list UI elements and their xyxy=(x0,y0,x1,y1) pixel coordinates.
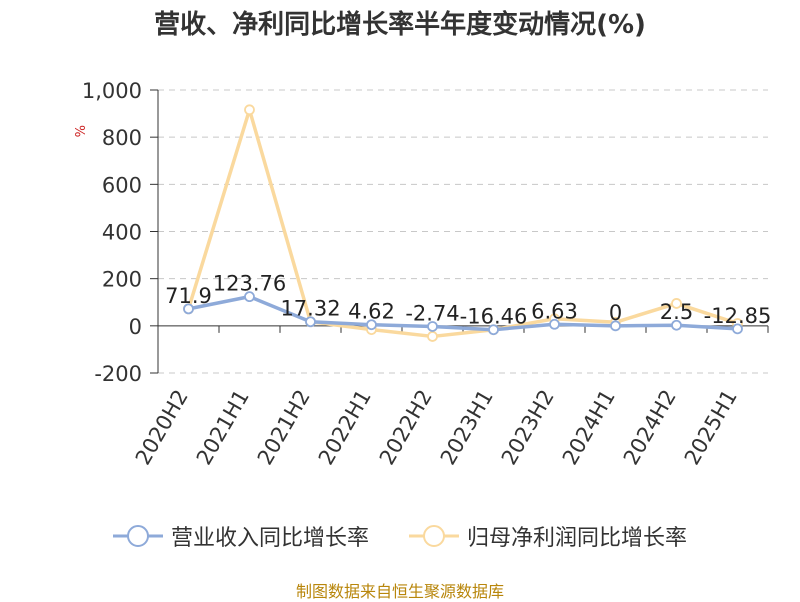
series-line-revenue xyxy=(188,294,738,332)
data-point-revenue xyxy=(366,319,377,331)
data-label-revenue: 4.62 xyxy=(348,300,395,324)
x-tick-label: 2024H1 xyxy=(558,386,620,470)
y-tick-label: -200 xyxy=(94,362,142,386)
data-point-revenue xyxy=(732,323,743,335)
x-tick-label: 2024H2 xyxy=(619,386,681,470)
x-tick-label: 2021H1 xyxy=(192,386,254,470)
x-tick-label: 2020H2 xyxy=(131,386,193,470)
data-point-revenue xyxy=(488,324,499,336)
data-label-revenue: -16.46 xyxy=(460,305,528,329)
data-point-revenue xyxy=(610,320,621,332)
data-label-revenue: 17.32 xyxy=(280,297,340,321)
y-tick-label: 0 xyxy=(129,315,142,339)
y-tick-label: 200 xyxy=(102,268,142,292)
data-point-net-profit xyxy=(244,104,255,116)
legend-label-revenue: 营业收入同比增长率 xyxy=(170,526,369,551)
data-point-net-profit xyxy=(427,331,438,342)
x-tick-label: 2022H1 xyxy=(314,386,376,470)
data-label-revenue: 71.9 xyxy=(165,284,212,308)
legend: 营业收入同比增长率 归母净利润同比增长率 xyxy=(0,520,800,552)
line-chart: 1,000 800 600 400 200 0 -2002020H22021H12021H2… xyxy=(82,79,772,470)
x-tick-label: 2023H1 xyxy=(436,386,498,470)
data-label-revenue: 0 xyxy=(609,301,622,325)
x-tick-label: 2023H2 xyxy=(497,386,559,470)
chart-title: 营收、净利同比增长率半年度变动情况(%) xyxy=(154,10,646,40)
data-point-revenue xyxy=(549,318,560,330)
x-tick-label: 2022H2 xyxy=(375,386,437,470)
x-tick-label: 2025H1 xyxy=(680,386,742,470)
data-label-revenue: -2.74 xyxy=(405,301,459,325)
source-note: 制图数据来自恒生聚源数据库 xyxy=(295,582,504,601)
legend-marker-revenue xyxy=(112,525,163,547)
data-label-revenue: 123.76 xyxy=(213,272,286,296)
legend-item-net-profit[interactable]: 归母净利润同比增长率 xyxy=(409,520,687,552)
data-point-revenue xyxy=(244,291,255,303)
data-point-revenue xyxy=(671,319,682,331)
y-tick-label: 400 xyxy=(102,221,142,245)
legend-item-revenue[interactable]: 营业收入同比增长率 xyxy=(112,520,369,552)
y-tick-label: 1,000 xyxy=(82,79,142,103)
data-point-revenue xyxy=(427,321,438,332)
x-tick-label: 2021H2 xyxy=(253,386,315,470)
data-point-net-profit xyxy=(671,298,682,309)
data-label-revenue: 2.5 xyxy=(660,300,693,324)
data-point-revenue xyxy=(183,303,194,315)
y-tick-label: 800 xyxy=(102,126,142,150)
data-label-revenue: 6.63 xyxy=(531,299,578,323)
data-point-revenue xyxy=(305,316,316,328)
series-line-net-profit xyxy=(186,108,739,339)
data-label-revenue: -12.85 xyxy=(704,304,772,328)
y-unit-label: % xyxy=(71,125,86,138)
y-tick-label: 600 xyxy=(102,173,142,197)
legend-marker-net-profit xyxy=(409,525,459,547)
legend-label-net-profit: 归母净利润同比增长率 xyxy=(467,526,688,551)
